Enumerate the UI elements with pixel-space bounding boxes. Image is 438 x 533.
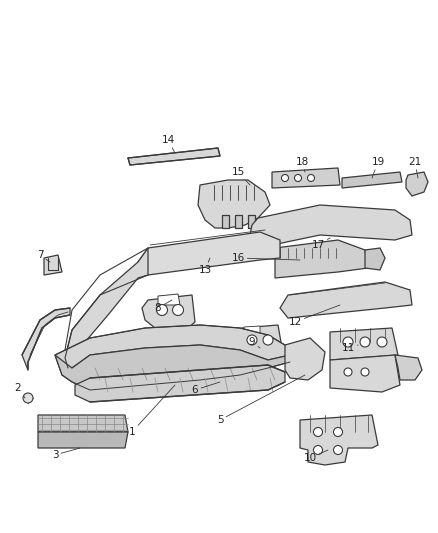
Circle shape bbox=[360, 337, 370, 347]
Text: 12: 12 bbox=[288, 305, 340, 327]
Circle shape bbox=[314, 446, 322, 455]
Circle shape bbox=[377, 337, 387, 347]
Circle shape bbox=[314, 427, 322, 437]
Text: 21: 21 bbox=[408, 157, 422, 178]
Polygon shape bbox=[342, 172, 402, 188]
Text: 5: 5 bbox=[217, 375, 305, 425]
Polygon shape bbox=[280, 282, 412, 318]
Polygon shape bbox=[330, 328, 398, 360]
Circle shape bbox=[333, 427, 343, 437]
Text: 16: 16 bbox=[231, 253, 300, 263]
Polygon shape bbox=[128, 148, 220, 165]
Polygon shape bbox=[75, 365, 285, 402]
Polygon shape bbox=[158, 294, 180, 305]
Circle shape bbox=[23, 393, 33, 403]
Polygon shape bbox=[244, 326, 260, 334]
Polygon shape bbox=[330, 355, 400, 392]
Polygon shape bbox=[406, 172, 428, 196]
Polygon shape bbox=[272, 168, 340, 188]
Text: 1: 1 bbox=[129, 385, 175, 437]
Text: 2: 2 bbox=[15, 383, 25, 398]
Text: 18: 18 bbox=[295, 157, 309, 172]
Polygon shape bbox=[38, 432, 128, 448]
Polygon shape bbox=[365, 248, 385, 270]
Circle shape bbox=[247, 335, 257, 345]
Polygon shape bbox=[222, 215, 229, 228]
Circle shape bbox=[173, 304, 184, 316]
Circle shape bbox=[263, 335, 273, 345]
Circle shape bbox=[333, 446, 343, 455]
Text: 7: 7 bbox=[37, 250, 50, 262]
Polygon shape bbox=[238, 325, 282, 355]
Polygon shape bbox=[235, 215, 242, 228]
Polygon shape bbox=[55, 325, 290, 375]
Text: 17: 17 bbox=[311, 238, 330, 250]
Polygon shape bbox=[395, 355, 422, 380]
Polygon shape bbox=[300, 415, 378, 465]
Text: 13: 13 bbox=[198, 258, 212, 275]
Circle shape bbox=[156, 304, 167, 316]
Circle shape bbox=[344, 368, 352, 376]
Text: 11: 11 bbox=[341, 343, 358, 353]
Circle shape bbox=[361, 368, 369, 376]
Polygon shape bbox=[22, 308, 70, 370]
Polygon shape bbox=[142, 295, 195, 330]
Text: 19: 19 bbox=[371, 157, 385, 178]
Text: 10: 10 bbox=[304, 450, 328, 463]
Polygon shape bbox=[65, 248, 148, 368]
Text: 8: 8 bbox=[155, 300, 172, 313]
Text: 15: 15 bbox=[231, 167, 250, 185]
Polygon shape bbox=[250, 205, 412, 248]
Polygon shape bbox=[44, 255, 62, 275]
Text: 3: 3 bbox=[52, 448, 80, 460]
Polygon shape bbox=[285, 338, 325, 380]
Polygon shape bbox=[248, 215, 255, 228]
Polygon shape bbox=[275, 240, 368, 278]
Polygon shape bbox=[55, 345, 290, 390]
Text: 6: 6 bbox=[192, 382, 220, 395]
Text: 9: 9 bbox=[249, 337, 260, 348]
Circle shape bbox=[307, 174, 314, 182]
Polygon shape bbox=[198, 180, 270, 228]
Circle shape bbox=[282, 174, 289, 182]
Text: 14: 14 bbox=[161, 135, 175, 153]
Circle shape bbox=[343, 337, 353, 347]
Circle shape bbox=[294, 174, 301, 182]
Polygon shape bbox=[38, 415, 128, 432]
Polygon shape bbox=[138, 232, 280, 275]
